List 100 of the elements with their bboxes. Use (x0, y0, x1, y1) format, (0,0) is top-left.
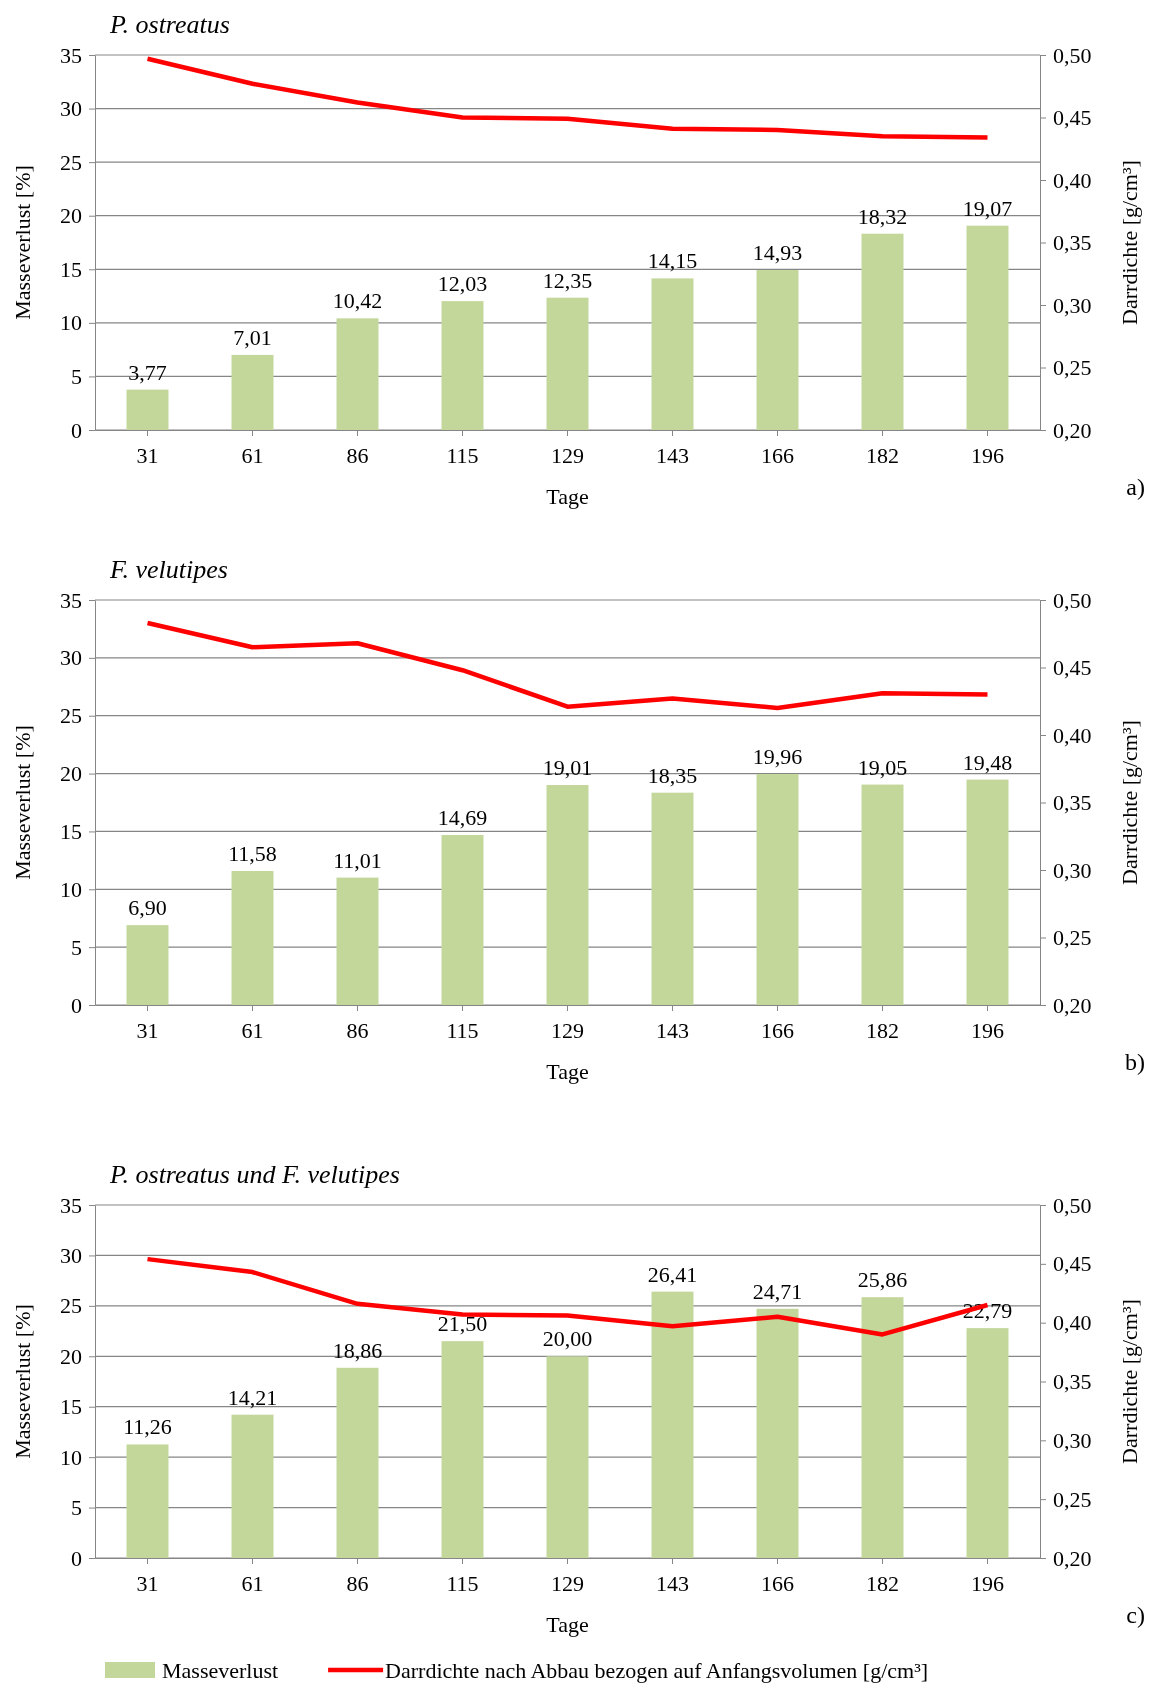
data-label: 12,03 (437, 271, 488, 297)
y2-tick-label: 0,50 (1053, 1192, 1092, 1218)
bar (441, 1341, 484, 1558)
chart-title: F. velutipes (109, 555, 228, 584)
y-tick-label: 10 (60, 310, 82, 336)
y-tick-label: 15 (60, 256, 82, 282)
y2-tick-label: 0,50 (1053, 42, 1092, 68)
x-tick-label: 86 (346, 443, 369, 469)
y2-tick-label: 0,45 (1053, 1251, 1092, 1277)
legend-label: Masseverlust (162, 1658, 279, 1683)
y-tick-label: 10 (60, 1444, 82, 1470)
x-axis-title: Tage (546, 1059, 589, 1084)
bar (966, 225, 1009, 430)
x-tick-label: 115 (446, 1571, 479, 1597)
data-label: 7,01 (233, 324, 272, 350)
y-axis-title: Masseverlust [%] (10, 1304, 35, 1459)
bar (966, 779, 1009, 1005)
x-tick-label: 166 (761, 443, 794, 469)
y2-tick-label: 0,45 (1053, 655, 1092, 681)
x-tick-label: 61 (241, 1571, 264, 1597)
data-label: 18,86 (332, 1337, 383, 1363)
y-tick-label: 25 (60, 703, 82, 729)
data-label: 25,86 (857, 1267, 908, 1293)
y-tick-label: 5 (71, 934, 82, 960)
data-label: 14,93 (752, 240, 803, 266)
text: b) (1125, 1049, 1145, 1075)
bar (756, 774, 799, 1005)
x-tick-label: 182 (866, 1018, 899, 1044)
data-label: 6,90 (128, 895, 167, 921)
x-tick-label: 143 (656, 1018, 689, 1044)
data-label: 11,26 (123, 1414, 172, 1440)
y2-axis-title: Darrdichte [g/cm³] (1117, 1299, 1142, 1464)
y2-tick-label: 0,35 (1053, 790, 1092, 816)
bar (126, 389, 169, 430)
x-tick-label: 196 (971, 443, 1004, 469)
x-tick-label: 129 (551, 443, 584, 469)
bar (756, 1308, 799, 1558)
text: a) (1126, 474, 1145, 500)
y2-tick-label: 0,45 (1053, 105, 1092, 131)
data-label: 18,32 (857, 203, 908, 229)
x-tick-label: 31 (136, 1571, 159, 1597)
y2-tick-label: 0,20 (1053, 1545, 1092, 1571)
y-tick-label: 35 (60, 42, 82, 68)
bar (861, 784, 904, 1005)
x-tick-label: 129 (551, 1571, 584, 1597)
y-tick-label: 30 (60, 96, 82, 122)
data-label: 10,42 (332, 288, 383, 314)
y-tick-label: 0 (71, 417, 82, 443)
y-tick-label: 0 (71, 1545, 82, 1571)
chart-title: P. ostreatus (109, 10, 230, 39)
y2-tick-label: 0,50 (1053, 587, 1092, 613)
bar (126, 1444, 169, 1558)
data-label: 20,00 (542, 1326, 593, 1352)
data-label: 14,15 (647, 248, 698, 274)
bar (651, 278, 694, 430)
data-label: 14,21 (227, 1384, 278, 1410)
y-axis-title: Masseverlust [%] (10, 725, 35, 880)
data-label: 19,96 (752, 744, 803, 770)
bar (546, 785, 589, 1005)
bar (231, 1414, 274, 1558)
y-tick-label: 5 (71, 363, 82, 389)
bar (441, 835, 484, 1005)
y-tick-label: 30 (60, 645, 82, 671)
x-tick-label: 115 (446, 1018, 479, 1044)
line-series (145, 56, 990, 140)
y-tick-label: 25 (60, 149, 82, 175)
bar (336, 1367, 379, 1558)
x-tick-label: 61 (241, 443, 264, 469)
bar (231, 354, 274, 430)
x-axis-title: Tage (546, 484, 589, 509)
data-label: 19,05 (857, 754, 908, 780)
y2-tick-label: 0,30 (1053, 857, 1092, 883)
x-tick-label: 86 (346, 1018, 369, 1044)
data-label: 26,41 (647, 1261, 698, 1287)
data-label: 3,77 (128, 359, 167, 385)
x-tick-label: 86 (346, 1571, 369, 1597)
y-tick-label: 20 (60, 203, 82, 229)
bar (966, 1328, 1009, 1558)
bar (336, 318, 379, 430)
data-label: 19,01 (542, 755, 593, 781)
y-tick-label: 30 (60, 1242, 82, 1268)
y-tick-label: 5 (71, 1495, 82, 1521)
x-axis-title: Tage (546, 1612, 589, 1637)
data-label: 12,35 (542, 267, 593, 293)
x-tick-label: 143 (656, 443, 689, 469)
x-tick-label: 129 (551, 1018, 584, 1044)
bar (651, 1291, 694, 1558)
x-tick-label: 31 (136, 1018, 159, 1044)
legend-label: Darrdichte nach Abbau bezogen auf Anfangsvolumen [g/cm³] (385, 1658, 929, 1683)
y2-tick-label: 0,20 (1053, 992, 1092, 1018)
x-tick-label: 182 (866, 443, 899, 469)
chart-title: P. ostreatus und F. velutipes (109, 1160, 400, 1189)
y-tick-label: 20 (60, 761, 82, 787)
x-tick-label: 61 (241, 1018, 264, 1044)
data-label: 21,50 (437, 1311, 488, 1337)
y2-tick-label: 0,25 (1053, 1486, 1092, 1512)
text: c) (1126, 1602, 1145, 1628)
y2-tick-label: 0,25 (1053, 925, 1092, 951)
y-tick-label: 35 (60, 587, 82, 613)
bar (546, 297, 589, 430)
